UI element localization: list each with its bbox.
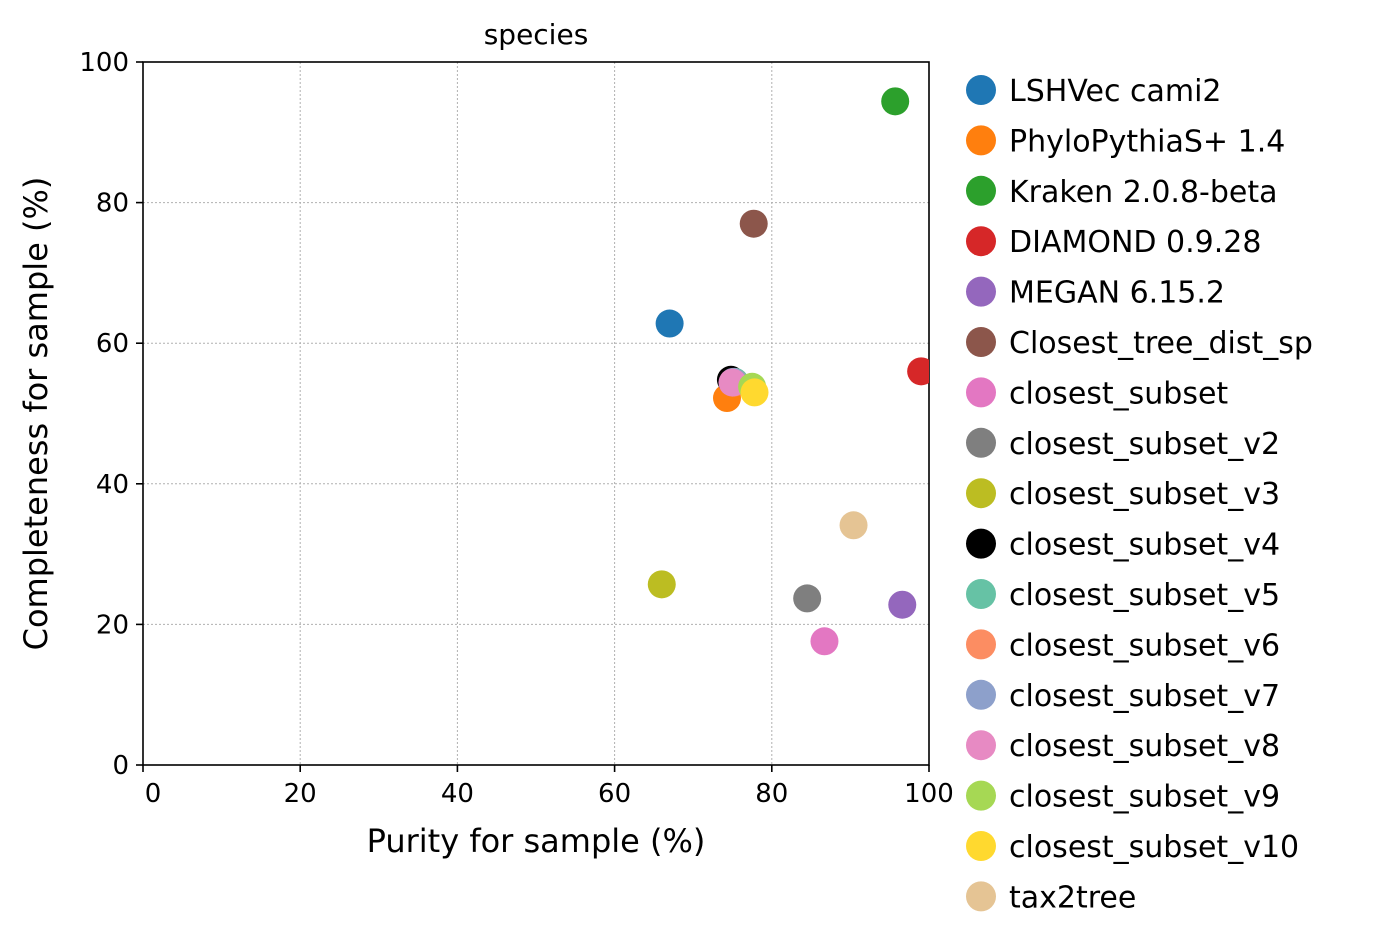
plot-frame (142, 61, 930, 766)
legend-marker (966, 276, 996, 307)
data-point-16 (839, 511, 868, 540)
legend-label: closest_subset_v6 (1009, 628, 1280, 663)
legend-marker (966, 327, 996, 357)
legend-label: MEGAN 6.15.2 (1009, 276, 1225, 311)
legend-label: Closest_tree_dist_sp (1009, 326, 1313, 361)
x-tick-label: 20 (284, 779, 317, 809)
data-points (647, 87, 929, 656)
legend-marker (966, 679, 996, 710)
legend-label: DIAMOND 0.9.28 (1009, 225, 1261, 260)
legend-label: closest_subset (1009, 376, 1228, 411)
legend-label: closest_subset_v4 (1009, 528, 1280, 563)
y-axis-label: Completeness for sample (%) (17, 177, 55, 651)
legend-marker (966, 881, 996, 912)
x-axis-label: Purity for sample (%) (367, 822, 706, 860)
legend: LSHVec cami2 PhyloPythiaS+ 1.4 Kraken 2.0.… (966, 74, 1313, 915)
legend-marker (966, 579, 996, 609)
data-point-7 (793, 584, 822, 613)
legend-label: closest_subset_v2 (1009, 427, 1280, 462)
legend-label: PhyloPythiaS+ 1.4 (1009, 124, 1285, 159)
data-point-3 (907, 357, 929, 386)
legend-label: closest_subset_v8 (1009, 729, 1280, 764)
x-tick-label: 60 (598, 779, 631, 809)
legend-label: tax2tree (1009, 880, 1136, 915)
legend-marker (966, 125, 996, 156)
legend-marker (966, 75, 996, 105)
x-tick-label: 0 (145, 779, 162, 809)
y-tick-label: 0 (112, 751, 129, 781)
y-tick-label: 80 (96, 189, 129, 219)
legend-marker (966, 478, 996, 509)
legend-marker (966, 377, 996, 408)
y-tick-label: 60 (96, 329, 129, 359)
legend-label: Kraken 2.0.8-beta (1009, 175, 1278, 210)
legend-marker (966, 528, 996, 559)
legend-marker (966, 629, 996, 660)
legend-marker (966, 831, 996, 861)
legend-marker (966, 427, 996, 458)
legend-label: closest_subset_v7 (1009, 679, 1280, 714)
data-point-15 (740, 378, 769, 407)
data-point-4 (888, 590, 917, 619)
data-point-8 (647, 570, 676, 599)
x-tick-label: 100 (904, 779, 954, 809)
legend-label: closest_subset_v9 (1009, 780, 1280, 815)
y-tick-label: 20 (96, 610, 129, 640)
axes: 0 20 40 60 80 100 0 20 40 60 80 100 (79, 48, 953, 809)
legend-label: closest_subset_v10 (1009, 830, 1299, 865)
x-tick-label: 80 (755, 779, 788, 809)
x-tick-label: 40 (441, 779, 474, 809)
data-point-5 (739, 209, 768, 238)
data-point-0 (655, 309, 684, 338)
legend-marker (966, 175, 996, 206)
legend-marker (966, 730, 996, 761)
chart-title: species (484, 18, 589, 51)
legend-marker (966, 780, 996, 811)
data-point-6 (810, 627, 839, 656)
data-point-2 (881, 87, 910, 116)
legend-label: closest_subset_v3 (1009, 477, 1280, 512)
y-tick-label: 100 (79, 48, 129, 78)
legend-label: closest_subset_v5 (1009, 578, 1280, 613)
legend-label: LSHVec cami2 (1009, 74, 1222, 109)
legend-marker (966, 226, 996, 257)
y-tick-label: 40 (96, 470, 129, 500)
grid-lines (143, 62, 929, 765)
